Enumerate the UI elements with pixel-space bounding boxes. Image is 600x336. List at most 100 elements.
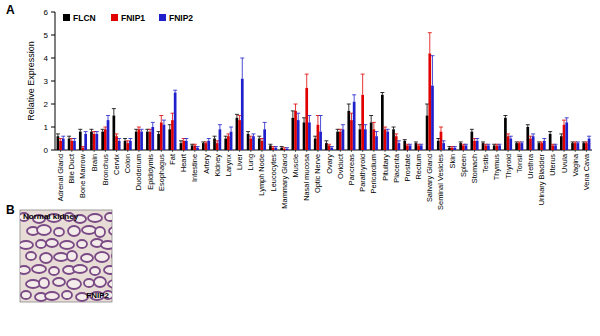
error-cap xyxy=(386,129,390,130)
y-tick-label: 6 xyxy=(44,8,49,17)
y-tick xyxy=(51,104,55,105)
bar xyxy=(350,120,353,150)
legend: FLCNFNIP1FNIP2 xyxy=(63,13,193,23)
error-stem xyxy=(359,125,360,130)
bar xyxy=(384,129,387,150)
bar xyxy=(328,145,331,150)
x-tick-label: Liver xyxy=(235,153,244,170)
x-tick-label: Mammary Gland xyxy=(280,154,289,209)
tubule xyxy=(39,278,49,288)
error-bar xyxy=(115,134,119,136)
error-stem xyxy=(320,116,321,132)
x-tick-label: Optic Nerve xyxy=(313,154,322,193)
error-bar xyxy=(419,144,423,145)
x-tick-label: Kidney xyxy=(213,154,222,177)
bar xyxy=(135,132,138,150)
bar xyxy=(274,148,277,150)
x-tick xyxy=(172,150,173,152)
bar xyxy=(196,148,199,150)
error-bar xyxy=(274,147,278,148)
bar xyxy=(498,145,501,150)
bar xyxy=(392,129,395,150)
x-tick-label: Oviduct xyxy=(336,154,345,179)
error-bar xyxy=(509,136,513,138)
error-bar xyxy=(330,147,334,148)
error-cap xyxy=(240,58,244,59)
bar xyxy=(563,125,566,150)
error-cap xyxy=(263,122,267,123)
error-cap xyxy=(140,129,144,130)
error-cap xyxy=(307,115,311,116)
error-bar xyxy=(207,139,211,141)
error-cap xyxy=(280,146,284,147)
tubule xyxy=(77,240,87,248)
error-bar xyxy=(151,122,155,127)
x-tick xyxy=(530,150,531,152)
error-bar xyxy=(531,134,535,136)
error-cap xyxy=(324,140,328,141)
error-bar xyxy=(213,136,217,138)
error-cap xyxy=(112,108,116,109)
bar xyxy=(238,120,241,150)
error-stem xyxy=(362,74,363,95)
x-tick xyxy=(429,150,430,152)
legend-label: FNIP1 xyxy=(121,13,145,23)
error-bar xyxy=(128,139,132,141)
error-cap xyxy=(218,124,222,125)
error-cap xyxy=(257,136,261,137)
bar xyxy=(521,143,524,150)
bar xyxy=(283,149,286,150)
error-stem xyxy=(564,120,565,125)
x-tick xyxy=(150,150,151,152)
error-stem xyxy=(432,56,433,86)
bar xyxy=(297,120,300,150)
tubule xyxy=(67,279,81,289)
error-cap xyxy=(352,94,356,95)
error-bar xyxy=(193,144,197,145)
error-cap xyxy=(115,133,119,134)
error-bar xyxy=(369,116,373,123)
image-label: FNIP2 xyxy=(86,291,109,300)
tubule xyxy=(88,214,102,222)
error-cap xyxy=(576,141,580,142)
error-stem xyxy=(161,116,162,123)
error-cap xyxy=(486,144,490,145)
error-cap xyxy=(383,127,387,128)
tubules xyxy=(20,213,112,301)
tubule xyxy=(104,266,112,274)
error-bar xyxy=(576,142,580,143)
error-cap xyxy=(196,146,200,147)
bar xyxy=(107,120,110,150)
bar xyxy=(507,136,510,150)
x-tick-label: Ovary xyxy=(325,154,334,174)
x-tick xyxy=(575,150,576,152)
bar xyxy=(70,141,73,150)
y-tick-label: 5 xyxy=(44,31,49,40)
error-cap xyxy=(117,138,121,139)
bar xyxy=(336,132,339,150)
error-stem xyxy=(365,125,366,130)
bar xyxy=(303,122,306,150)
bar xyxy=(191,145,194,150)
error-cap xyxy=(330,146,334,147)
bar xyxy=(138,129,141,150)
x-tick xyxy=(116,150,117,152)
error-bar xyxy=(294,104,298,111)
error-bar xyxy=(392,127,396,129)
error-bar xyxy=(235,114,239,117)
error-bar xyxy=(196,147,200,148)
x-tick xyxy=(485,150,486,152)
bar xyxy=(261,141,264,150)
bar xyxy=(330,148,333,150)
x-tick xyxy=(508,150,509,152)
panel-label: A xyxy=(6,3,15,17)
tubule xyxy=(40,253,52,263)
error-cap xyxy=(193,144,197,145)
error-bar xyxy=(319,116,323,132)
error-cap xyxy=(72,138,76,139)
x-tick-label: Thyroid xyxy=(504,154,513,179)
error-bar xyxy=(503,116,507,118)
bar xyxy=(157,134,160,150)
error-stem xyxy=(342,125,343,130)
legend-swatch xyxy=(111,14,118,21)
